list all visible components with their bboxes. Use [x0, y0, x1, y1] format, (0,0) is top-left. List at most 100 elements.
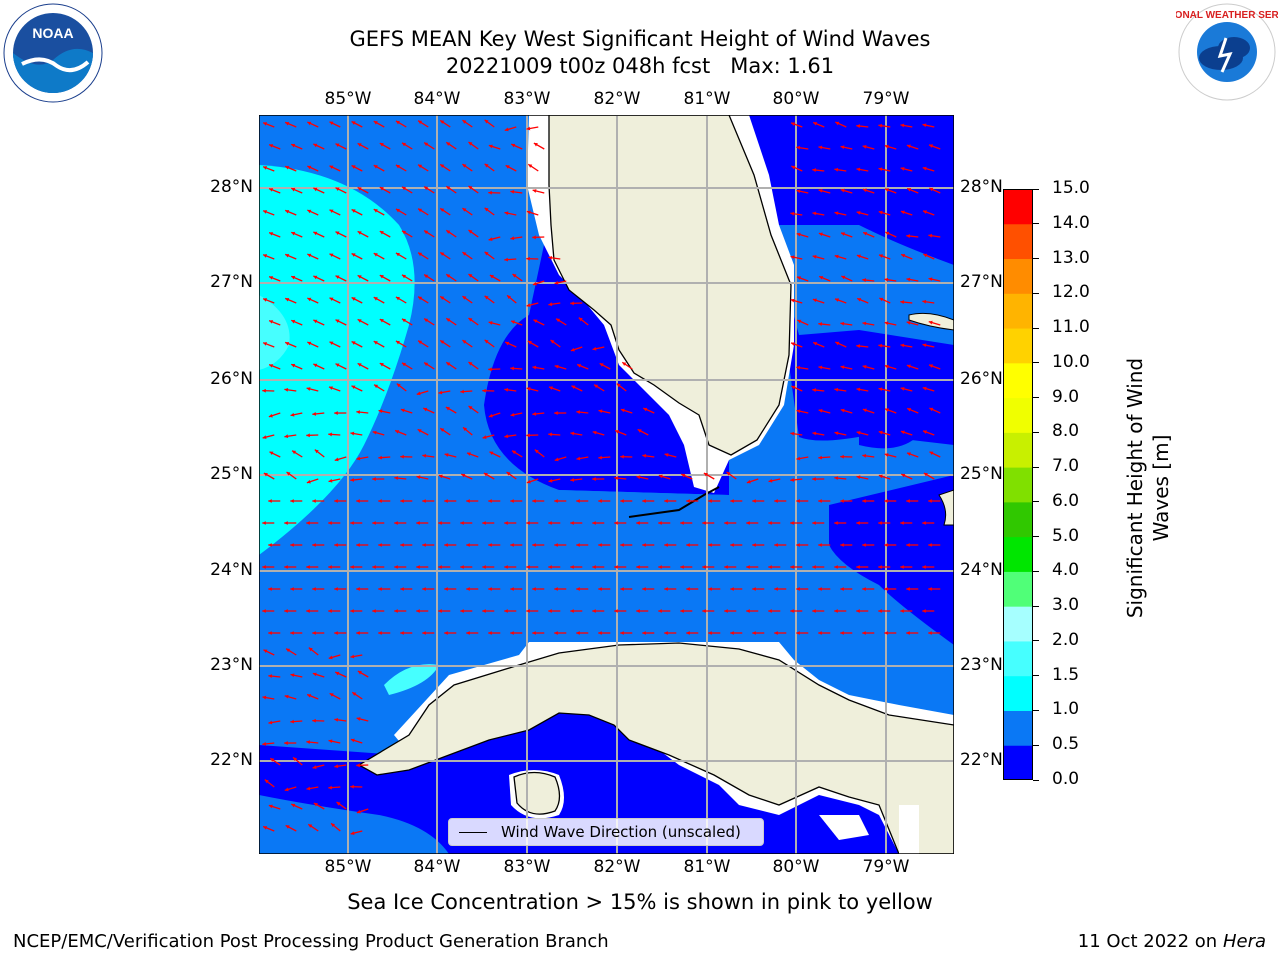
wind-arrow: [790, 255, 803, 260]
wind-arrow: [532, 365, 545, 370]
wind-arrow: [818, 455, 831, 460]
colorbar-segment: [1003, 362, 1033, 399]
wind-arrow: [466, 499, 479, 503]
wind-arrow: [928, 364, 941, 370]
wind-arrow: [680, 521, 693, 525]
wind-arrow: [796, 543, 809, 547]
wind-arrow: [752, 543, 765, 547]
colorbar-tick-mark: [1033, 570, 1039, 572]
wind-arrow: [417, 428, 429, 436]
wind-arrow: [482, 388, 495, 393]
wind-arrow: [554, 364, 567, 370]
wind-arrow: [929, 407, 941, 414]
wind-arrow: [504, 126, 517, 132]
wind-arrow: [262, 742, 275, 746]
wind-arrow: [658, 521, 671, 525]
wind-arrow: [900, 609, 913, 613]
wind-arrow: [504, 211, 517, 216]
wind-arrow: [482, 565, 495, 569]
wind-arrow: [312, 412, 325, 416]
wind-arrow: [445, 273, 457, 282]
wind-arrow: [268, 499, 281, 503]
wind-arrow: [752, 631, 765, 635]
wind-arrow: [928, 499, 941, 503]
wind-arrow: [901, 473, 913, 480]
wind-arrow: [484, 119, 495, 128]
wind-arrow: [598, 409, 611, 414]
wind-arrow: [791, 165, 803, 172]
wind-arrow: [357, 142, 369, 150]
wind-arrow: [416, 565, 429, 569]
wind-arrow: [510, 631, 523, 635]
wind-arrow: [510, 412, 523, 417]
wind-direction-arrows: [262, 119, 941, 835]
wind-arrow: [928, 543, 941, 547]
wind-arrow: [488, 543, 501, 547]
wind-arrow: [856, 609, 869, 613]
wind-arrow: [856, 521, 869, 525]
wind-arrow: [329, 341, 341, 348]
colorbar-tick-mark: [1033, 779, 1039, 781]
wind-arrow: [394, 429, 407, 436]
wind-arrow: [570, 609, 583, 613]
wind-arrow: [533, 142, 545, 150]
wind-arrow: [922, 166, 935, 172]
wind-arrow: [570, 431, 583, 436]
wind-arrow: [885, 231, 897, 238]
wind-arrow: [417, 340, 429, 348]
wind-arrow: [878, 254, 891, 260]
wind-arrow: [394, 565, 407, 569]
colorbar-tick-mark: [1033, 640, 1039, 642]
wind-arrow: [906, 587, 919, 591]
wind-arrow: [533, 319, 545, 326]
wind-arrow: [862, 631, 875, 635]
wind-arrow: [818, 365, 831, 370]
colorbar-tick-label: 11.0: [1052, 317, 1090, 338]
wind-arrow: [570, 301, 583, 306]
wind-arrow: [357, 362, 369, 370]
wind-arrow: [290, 363, 303, 370]
wind-arrow: [379, 230, 391, 238]
wind-arrow: [592, 477, 605, 481]
legend-line-swatch: [459, 832, 487, 833]
light-cyan-patch: [384, 664, 439, 695]
wind-arrow: [928, 144, 941, 150]
wind-arrow: [658, 565, 671, 569]
wind-arrow: [878, 387, 891, 392]
wind-arrow: [576, 587, 589, 591]
wind-arrow: [730, 543, 743, 547]
wind-arrow: [445, 141, 457, 150]
wind-arrow: [834, 167, 847, 172]
wind-arrow: [906, 407, 919, 414]
wind-arrow: [329, 209, 341, 216]
wind-arrow: [284, 253, 297, 260]
wind-arrow: [350, 478, 363, 482]
wind-arrow: [350, 431, 363, 436]
colorbar-segment: [1003, 189, 1033, 225]
wind-arrow: [680, 609, 693, 613]
wind-arrow: [834, 521, 847, 525]
wind-arrow: [614, 429, 627, 436]
wind-arrow: [834, 565, 847, 569]
wind-arrow: [796, 276, 809, 282]
wind-arrow: [444, 453, 457, 458]
wind-arrow: [620, 631, 633, 635]
wind-arrow: [373, 384, 385, 392]
wind-arrow: [856, 297, 869, 304]
wind-arrow: [336, 801, 347, 810]
colorbar-segment: [1003, 432, 1033, 468]
wind-arrow: [510, 320, 523, 326]
wind-arrow: [462, 207, 473, 216]
wind-arrow: [922, 123, 935, 128]
wind-arrow: [812, 168, 825, 172]
wind-arrow: [906, 452, 919, 458]
lon-label-top: 82°W: [593, 89, 641, 109]
wind-arrow: [313, 187, 325, 194]
wind-arrow: [264, 779, 275, 788]
wind-arrow: [328, 739, 341, 744]
footer-host: Hera: [1222, 931, 1266, 952]
wind-arrow: [790, 298, 803, 304]
wind-arrow: [884, 499, 897, 503]
wind-arrow: [462, 426, 473, 436]
wind-arrow: [400, 631, 413, 635]
